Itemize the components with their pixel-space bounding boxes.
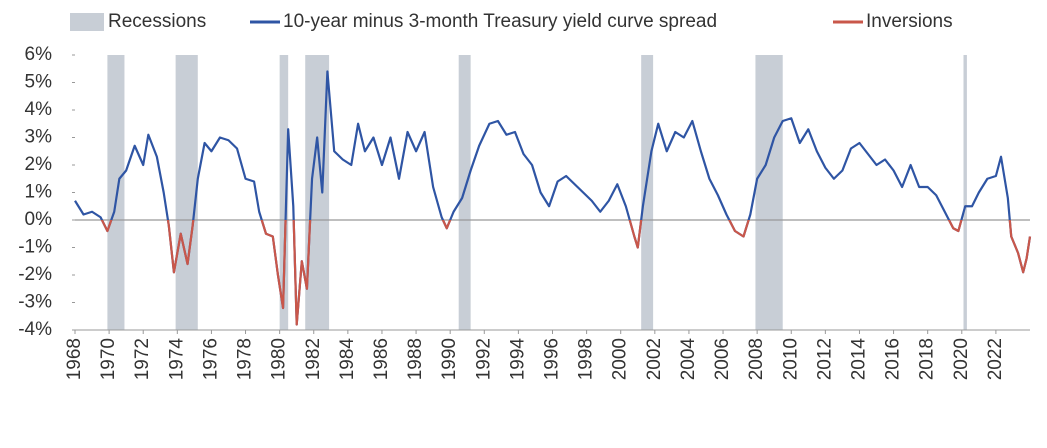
recession-band	[641, 55, 654, 330]
y-tick-label: -3%	[18, 292, 52, 313]
legend-label: 10-year minus 3-month Treasury yield cur…	[283, 11, 717, 32]
y-tick-label: 0%	[25, 209, 53, 230]
recession-band	[107, 55, 125, 330]
x-tick-label: 1996	[542, 338, 563, 380]
y-tick-label: 6%	[25, 44, 53, 65]
y-tick-label: -2%	[18, 264, 52, 285]
x-tick-label: 2014	[848, 338, 869, 381]
x-tick-label: 1978	[235, 338, 256, 380]
y-tick-label: 3%	[25, 127, 53, 148]
y-tick-label: 5%	[25, 72, 53, 93]
y-tick-label: 4%	[25, 99, 53, 120]
x-tick-label: 2002	[644, 338, 665, 380]
x-tick-label: 2018	[917, 338, 938, 380]
x-tick-label: 1972	[132, 338, 153, 380]
x-tick-label: 2000	[610, 338, 631, 380]
spread-line	[74, 70, 1032, 326]
x-tick-label: 1974	[166, 338, 187, 381]
x-tick-label: 1970	[98, 338, 119, 380]
y-tick-label: 1%	[25, 182, 53, 203]
y-tick-label: -4%	[18, 319, 52, 340]
x-tick-label: 1976	[200, 338, 221, 380]
recession-band	[175, 55, 198, 330]
x-tick-label: 2012	[814, 338, 835, 380]
x-tick-label: 1968	[64, 338, 85, 380]
x-tick-label: 1982	[303, 338, 324, 380]
legend-swatch	[70, 13, 104, 31]
x-tick-label: 2004	[678, 338, 699, 381]
x-tick-label: 2016	[883, 338, 904, 380]
recession-band	[755, 55, 783, 330]
x-tick-label: 2020	[951, 338, 972, 380]
y-tick-label: -1%	[18, 237, 52, 258]
x-tick-label: 2008	[746, 338, 767, 380]
x-tick-label: 1986	[371, 338, 392, 380]
legend-label: Inversions	[866, 11, 953, 32]
x-tick-label: 2010	[780, 338, 801, 380]
x-tick-label: 1994	[507, 338, 528, 381]
x-tick-label: 1984	[337, 338, 358, 381]
x-tick-label: 1980	[269, 338, 290, 380]
x-tick-label: 1990	[439, 338, 460, 380]
x-tick-label: 1988	[405, 338, 426, 380]
x-tick-label: 2022	[985, 338, 1006, 380]
legend-label: Recessions	[108, 11, 206, 32]
x-tick-label: 1992	[473, 338, 494, 380]
recession-band	[305, 55, 330, 330]
y-tick-label: 2%	[25, 154, 53, 175]
x-tick-label: 2006	[712, 338, 733, 380]
recession-band	[963, 55, 967, 330]
recession-band	[279, 55, 289, 330]
x-tick-label: 1998	[576, 338, 597, 380]
